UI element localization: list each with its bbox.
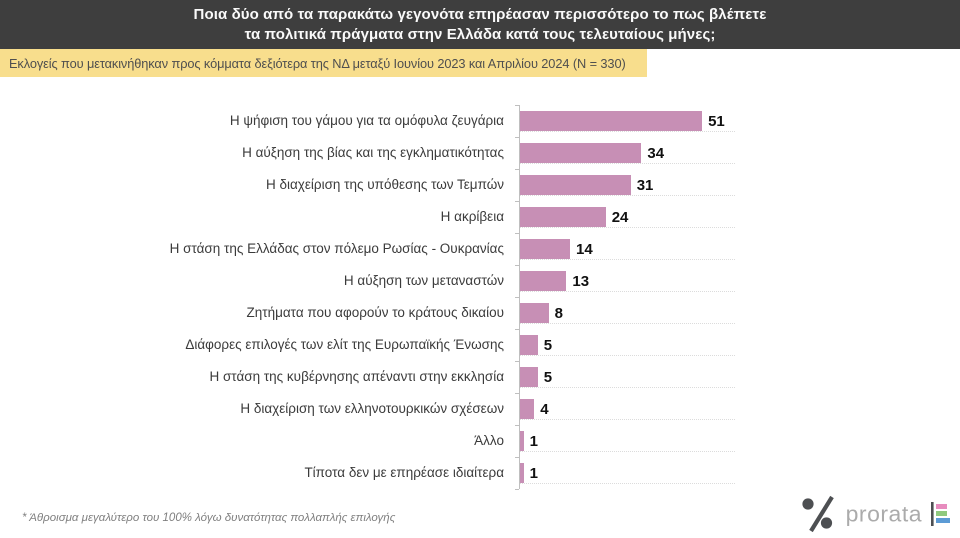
value-label: 13 bbox=[572, 272, 590, 290]
subtitle-band: Εκλογείς που μετακινήθηκαν προς κόμματα … bbox=[0, 49, 647, 77]
page-title-line1: Ποια δύο από τα παρακάτω γεγονότα επηρέα… bbox=[193, 6, 767, 23]
category-label: Ζητήματα που αφορούν το κράτους δικαίου bbox=[246, 305, 505, 320]
chart-row: Η διαχείριση της υπόθεσης των Τεμπών 31 bbox=[0, 169, 960, 201]
bar-cell: 4 bbox=[519, 393, 960, 425]
bar-cell: 13 bbox=[519, 265, 960, 297]
bar bbox=[520, 271, 567, 291]
category-label: Η αύξηση της βίας και της εγκληματικότητ… bbox=[242, 145, 504, 160]
bar-cell: 31 bbox=[519, 169, 960, 201]
chart-row: Η στάση της Ελλάδας στον πόλεμο Ρωσίας -… bbox=[0, 233, 960, 265]
value-label: 31 bbox=[636, 176, 654, 194]
bar-cell: 14 bbox=[519, 233, 960, 265]
value-label: 14 bbox=[576, 240, 593, 258]
subtitle-text: Εκλογείς που μετακινήθηκαν προς κόμματα … bbox=[9, 55, 626, 71]
value-label: 51 bbox=[708, 112, 725, 130]
bar bbox=[520, 239, 570, 259]
chart-row: Ζητήματα που αφορούν το κράτους δικαίου … bbox=[0, 297, 960, 329]
bar-chart: Η ψήφιση του γάμου για τα ομόφυλα ζευγάρ… bbox=[0, 105, 960, 489]
category-label: Τίποτα δεν με επηρέασε ιδιαίτερα bbox=[304, 465, 504, 480]
category-label: Η αύξηση των μεταναστών bbox=[343, 273, 504, 288]
chart-row: Τίποτα δεν με επηρέασε ιδιαίτερα 1 bbox=[0, 457, 960, 489]
chart-row: Η αύξηση της βίας και της εγκληματικότητ… bbox=[0, 137, 960, 169]
bar bbox=[520, 335, 538, 355]
chart-row: Διάφορες επιλογές των ελίτ της Ευρωπαϊκή… bbox=[0, 329, 960, 361]
value-label: 1 bbox=[529, 464, 538, 482]
chart-row: Η αύξηση των μεταναστών 13 bbox=[0, 265, 960, 297]
bar-cell: 51 bbox=[519, 105, 960, 137]
chart-row: Η στάση της κυβέρνησης απέναντι στην εκκ… bbox=[0, 361, 960, 393]
mini-bar-chart-icon bbox=[931, 502, 950, 526]
bar bbox=[520, 463, 524, 483]
value-label: 1 bbox=[529, 432, 538, 450]
value-label: 34 bbox=[647, 144, 665, 162]
chart-row: Η διαχείριση των ελληνοτουρκικών σχέσεων… bbox=[0, 393, 960, 425]
chart-row: Η ψήφιση του γάμου για τα ομόφυλα ζευγάρ… bbox=[0, 105, 960, 137]
bar-cell: 5 bbox=[519, 361, 960, 393]
category-label: Η διαχείριση των ελληνοτουρκικών σχέσεων bbox=[240, 401, 504, 416]
category-label: Η στάση της κυβέρνησης απέναντι στην εκκ… bbox=[209, 369, 504, 384]
chart-row: Η ακρίβεια 24 bbox=[0, 201, 960, 233]
value-label: 8 bbox=[554, 304, 563, 322]
category-label: Η ακρίβεια bbox=[440, 209, 504, 224]
bar bbox=[520, 175, 631, 195]
bar-cell: 24 bbox=[519, 201, 960, 233]
header: Ποια δύο από τα παρακάτω γεγονότα επηρέα… bbox=[0, 0, 960, 49]
category-label: Η στάση της Ελλάδας στον πόλεμο Ρωσίας -… bbox=[169, 241, 504, 256]
category-label: Άλλο bbox=[474, 433, 504, 448]
value-label: 4 bbox=[540, 400, 549, 418]
bar-cell: 5 bbox=[519, 329, 960, 361]
chart-row: Άλλο 1 bbox=[0, 425, 960, 457]
footnote: * Άθροισμα μεγαλύτερο του 100% λόγω δυνα… bbox=[22, 512, 396, 524]
axis-ticks bbox=[515, 105, 519, 490]
bar bbox=[520, 143, 642, 163]
bar bbox=[520, 111, 703, 131]
percent-icon bbox=[802, 495, 834, 533]
category-label: Η ψήφιση του γάμου για τα ομόφυλα ζευγάρ… bbox=[229, 113, 504, 128]
category-label: Διάφορες επιλογές των ελίτ της Ευρωπαϊκή… bbox=[185, 337, 504, 352]
bar-cell: 34 bbox=[519, 137, 960, 169]
value-label: 5 bbox=[543, 368, 553, 386]
brand-text: prorata bbox=[845, 501, 922, 526]
bar-cell: 1 bbox=[519, 425, 960, 457]
bar bbox=[520, 431, 524, 451]
value-label: 24 bbox=[611, 208, 629, 226]
bar bbox=[520, 367, 538, 387]
bar-cell: 8 bbox=[519, 297, 960, 329]
bar-cell: 1 bbox=[519, 457, 960, 489]
bar bbox=[520, 207, 606, 227]
value-label: 5 bbox=[543, 336, 553, 354]
prorata-logo: prorata bbox=[799, 495, 952, 533]
category-label: Η διαχείριση της υπόθεσης των Τεμπών bbox=[265, 177, 504, 192]
page-title-line2: τα πολιτικά πράγματα στην Ελλάδα κατά το… bbox=[244, 26, 716, 43]
bar bbox=[520, 303, 549, 323]
bar bbox=[520, 399, 535, 419]
